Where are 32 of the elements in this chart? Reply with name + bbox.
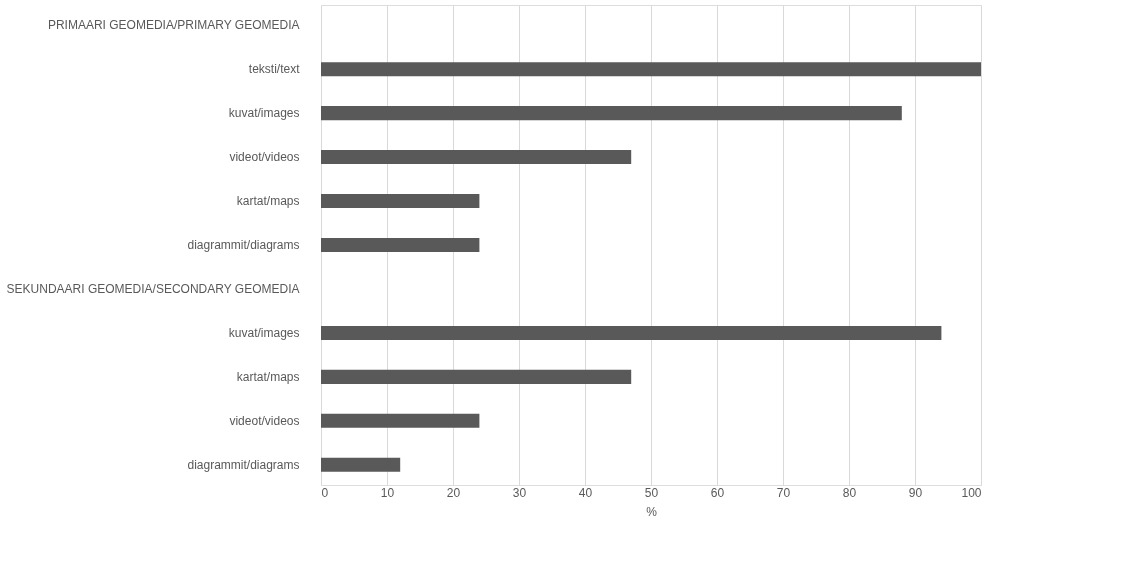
x-tick-label: 50 (644, 485, 659, 500)
bar (321, 62, 981, 77)
x-tick-label: 90 (908, 485, 923, 500)
y-tick-label: kartat/maps (236, 369, 300, 384)
y-tick-label: PRIMAARI GEOMEDIA/PRIMARY GEOMEDIA (47, 18, 300, 33)
bar (321, 325, 942, 340)
y-tick-label: kuvat/images (228, 106, 300, 121)
x-tick-label: 80 (842, 485, 857, 500)
bar (321, 194, 480, 209)
x-tick-label: 100 (961, 485, 982, 500)
y-tick-label: kuvat/images (228, 325, 300, 340)
x-tick-label: 0 (321, 485, 329, 500)
x-tick-label: 70 (776, 485, 791, 500)
x-tick-label: 30 (512, 485, 527, 500)
y-tick-label: diagrammit/diagrams (187, 457, 300, 472)
bar (321, 150, 632, 165)
y-tick-label: kartat/maps (236, 194, 300, 209)
x-axis-title: % (646, 504, 658, 519)
bar (321, 413, 480, 428)
x-tick-label: 10 (380, 485, 395, 500)
bar (321, 106, 902, 121)
y-tick-label: videot/videos (229, 413, 300, 428)
bar (321, 237, 480, 253)
x-tick-label: 60 (710, 485, 725, 500)
y-tick-label: diagrammit/diagrams (187, 238, 300, 252)
bar (321, 369, 632, 384)
bar (321, 457, 401, 472)
x-tick-label: 20 (446, 485, 461, 500)
y-tick-label: teksti/text (248, 62, 301, 77)
x-tick-label: 40 (578, 485, 593, 500)
y-tick-label: SEKUNDAARI GEOMEDIA/SECONDARY GEOMEDIA (6, 281, 300, 296)
y-tick-label: videot/videos (229, 150, 300, 165)
